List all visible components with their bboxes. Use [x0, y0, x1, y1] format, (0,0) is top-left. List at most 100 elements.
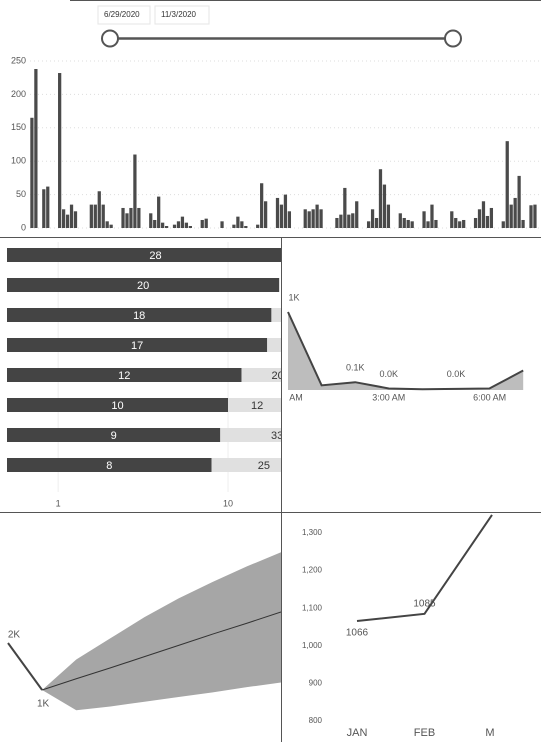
- start-date[interactable]: 6/29/2020: [104, 10, 140, 19]
- bar: [73, 211, 78, 228]
- bar: [42, 189, 46, 228]
- end-box[interactable]: [154, 5, 210, 25]
- bar: [7, 428, 221, 442]
- bar: [335, 217, 339, 228]
- data-label: 10: [111, 400, 123, 412]
- y-tick-label: 800: [309, 716, 323, 725]
- bar: [351, 213, 355, 228]
- data-label: 1K: [37, 699, 50, 710]
- bar: [473, 217, 478, 228]
- bar: [157, 196, 161, 228]
- y-tick-label: 1,000: [302, 641, 323, 650]
- bar: [462, 219, 466, 228]
- bar: [450, 211, 454, 228]
- bar: [101, 204, 105, 228]
- bar: [7, 458, 212, 472]
- data-label: 1K: [288, 292, 299, 302]
- x-tick-label: FEB: [414, 727, 435, 739]
- data-label: 18: [133, 310, 145, 322]
- bar: [509, 204, 513, 228]
- bar: [46, 186, 50, 228]
- x-tick-label: 10: [223, 498, 233, 508]
- data-label: 1066: [346, 628, 369, 639]
- data-label: 0.0K: [447, 369, 466, 379]
- data-label: 17: [131, 340, 143, 352]
- bar: [30, 117, 34, 228]
- bar: [89, 204, 93, 228]
- bar: [398, 213, 402, 228]
- bar: [271, 308, 281, 322]
- y-tick-label: 1,300: [302, 528, 323, 537]
- start-box[interactable]: [97, 5, 151, 25]
- forecast-chart: 2K 1K: [7, 552, 281, 711]
- data-label: 25: [258, 460, 270, 472]
- bar: [343, 187, 347, 228]
- bar: [172, 224, 177, 228]
- y-tick-label: 200: [11, 89, 26, 99]
- bar: [521, 219, 525, 228]
- area-chart: AM 3:00 AM 6:00 AM 1K 0.1K 0.0K 0.0K: [287, 292, 524, 402]
- bar: [7, 248, 281, 262]
- bar: [125, 213, 129, 228]
- bar: [7, 338, 268, 352]
- y-tick-label: 1,100: [302, 603, 323, 612]
- bar: [339, 214, 343, 228]
- confidence-band: [42, 552, 281, 711]
- y-tick-label: 150: [11, 122, 26, 132]
- bar: [236, 216, 240, 228]
- bar: [386, 204, 391, 228]
- bar: [263, 201, 268, 228]
- bar-chart: 11028201817121098151420123325: [7, 242, 281, 508]
- bar: [382, 184, 387, 228]
- bar: [58, 73, 62, 228]
- bar: [513, 197, 517, 228]
- bar: [7, 308, 272, 322]
- bar: [105, 221, 109, 228]
- data-label: 8: [106, 460, 112, 472]
- data-label: 0.0K: [380, 369, 399, 379]
- bar: [137, 207, 141, 228]
- bar: [355, 201, 359, 228]
- slider-handle[interactable]: [101, 29, 119, 48]
- bar: [307, 211, 311, 228]
- bar: [121, 207, 125, 228]
- data-label: 0.1K: [346, 363, 365, 373]
- bar: [454, 217, 458, 228]
- end-date[interactable]: 11/3/2020: [161, 10, 197, 19]
- bar: [97, 191, 101, 228]
- line-chart: 800 900 1,000 1,100 1,200 1,300 1066 1085 1348 JA…: [302, 514, 495, 739]
- bar: [374, 217, 379, 228]
- area: [288, 312, 524, 390]
- bar: [164, 225, 169, 228]
- bar: [315, 204, 319, 228]
- bar: [34, 69, 38, 229]
- bar: [287, 211, 292, 228]
- bar: [133, 154, 137, 228]
- x-tick-label: 3:00 AM: [372, 392, 405, 402]
- bar: [176, 221, 181, 228]
- bar: [366, 221, 371, 228]
- bar: [240, 221, 244, 228]
- slider-handle[interactable]: [444, 29, 462, 48]
- date-slicer[interactable]: 6/29/2020 11/3/2020: [97, 5, 462, 48]
- bar: [303, 209, 307, 228]
- bar: [204, 218, 208, 228]
- bar: [533, 204, 537, 228]
- data-label: 2K: [8, 630, 21, 641]
- column-chart: 0 50 100 150 200 250: [11, 55, 541, 232]
- bar: [93, 204, 97, 228]
- bar: [402, 217, 406, 228]
- bar: [129, 207, 133, 228]
- bar: [69, 204, 74, 228]
- bar: [228, 398, 281, 412]
- bar: [260, 183, 264, 228]
- y-tick-label: 100: [11, 156, 26, 166]
- data-label: 12: [118, 370, 130, 382]
- bar: [7, 278, 280, 292]
- bar: [485, 215, 490, 228]
- bar: [232, 224, 236, 228]
- data-label: 9: [111, 430, 117, 442]
- y-tick-label: 0: [21, 222, 26, 232]
